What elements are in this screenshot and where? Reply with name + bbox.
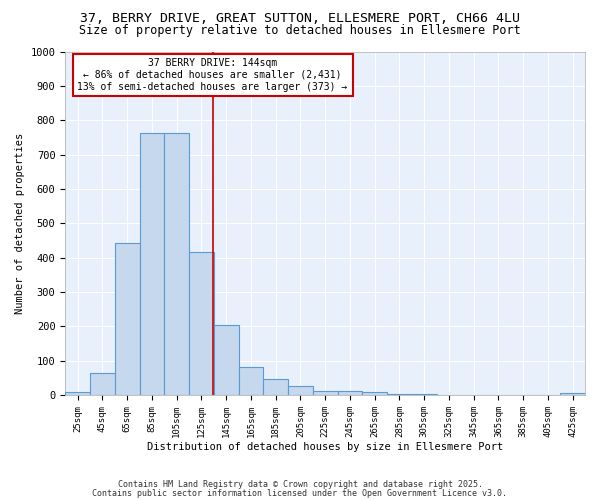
Bar bbox=[65, 392, 90, 395]
X-axis label: Distribution of detached houses by size in Ellesmere Port: Distribution of detached houses by size … bbox=[147, 442, 503, 452]
Bar bbox=[115, 243, 140, 395]
Text: Contains HM Land Registry data © Crown copyright and database right 2025.: Contains HM Land Registry data © Crown c… bbox=[118, 480, 482, 489]
Bar bbox=[560, 394, 585, 395]
Text: Size of property relative to detached houses in Ellesmere Port: Size of property relative to detached ho… bbox=[79, 24, 521, 37]
Text: 37 BERRY DRIVE: 144sqm
← 86% of detached houses are smaller (2,431)
13% of semi-: 37 BERRY DRIVE: 144sqm ← 86% of detached… bbox=[77, 58, 347, 92]
Y-axis label: Number of detached properties: Number of detached properties bbox=[15, 132, 25, 314]
Bar bbox=[263, 379, 288, 395]
Text: Contains public sector information licensed under the Open Government Licence v3: Contains public sector information licen… bbox=[92, 488, 508, 498]
Bar bbox=[387, 394, 412, 395]
Bar bbox=[313, 391, 338, 395]
Bar bbox=[362, 392, 387, 395]
Bar bbox=[164, 133, 189, 395]
Bar bbox=[140, 133, 164, 395]
Bar bbox=[239, 368, 263, 395]
Bar bbox=[214, 324, 239, 395]
Bar bbox=[189, 252, 214, 395]
Bar bbox=[288, 386, 313, 395]
Bar bbox=[90, 374, 115, 395]
Bar bbox=[412, 394, 437, 395]
Bar bbox=[338, 391, 362, 395]
Text: 37, BERRY DRIVE, GREAT SUTTON, ELLESMERE PORT, CH66 4LU: 37, BERRY DRIVE, GREAT SUTTON, ELLESMERE… bbox=[80, 12, 520, 26]
